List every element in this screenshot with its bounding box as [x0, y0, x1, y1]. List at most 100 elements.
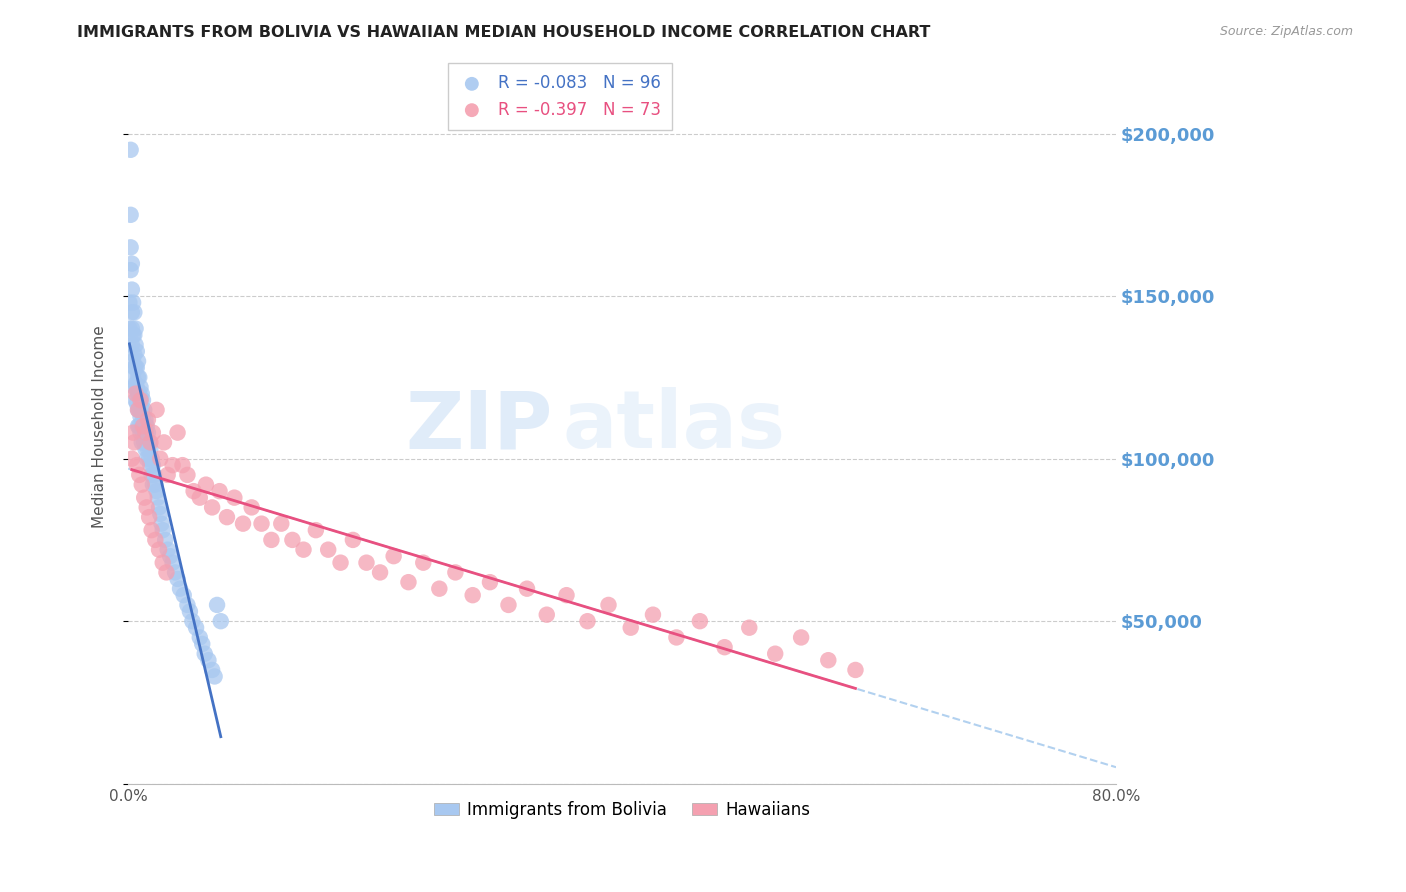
- Point: [131, 435, 153, 450]
- Point: [156, 467, 179, 482]
- Point: [713, 640, 735, 655]
- Point: [129, 380, 152, 394]
- Point: [576, 614, 599, 628]
- Point: [135, 435, 157, 450]
- Point: [260, 533, 283, 547]
- Point: [184, 621, 207, 635]
- Point: [412, 556, 434, 570]
- Point: [134, 425, 156, 440]
- Point: [143, 533, 166, 547]
- Point: [124, 305, 146, 319]
- Point: [148, 500, 170, 515]
- Point: [129, 409, 152, 424]
- Point: [148, 542, 170, 557]
- Point: [136, 425, 159, 440]
- Point: [461, 588, 484, 602]
- Point: [155, 533, 177, 547]
- Point: [124, 328, 146, 343]
- Point: [129, 393, 152, 408]
- Text: Source: ZipAtlas.com: Source: ZipAtlas.com: [1219, 25, 1353, 38]
- Point: [143, 477, 166, 491]
- Point: [427, 582, 450, 596]
- Point: [142, 425, 165, 440]
- Point: [125, 360, 148, 375]
- Point: [118, 321, 141, 335]
- Point: [135, 451, 157, 466]
- Point: [146, 491, 169, 505]
- Point: [124, 386, 146, 401]
- Point: [194, 647, 217, 661]
- Point: [138, 435, 160, 450]
- Point: [270, 516, 292, 531]
- Point: [128, 370, 150, 384]
- Point: [536, 607, 558, 622]
- Point: [292, 542, 315, 557]
- Point: [141, 467, 163, 482]
- Point: [127, 419, 149, 434]
- Point: [250, 516, 273, 531]
- Point: [153, 435, 176, 450]
- Point: [124, 321, 146, 335]
- Point: [208, 484, 231, 499]
- Point: [125, 380, 148, 394]
- Point: [790, 631, 813, 645]
- Point: [127, 370, 149, 384]
- Point: [145, 402, 167, 417]
- Point: [136, 442, 159, 456]
- Point: [138, 451, 160, 466]
- Point: [138, 510, 160, 524]
- Point: [516, 582, 538, 596]
- Legend: Immigrants from Bolivia, Hawaiians: Immigrants from Bolivia, Hawaiians: [427, 794, 817, 825]
- Point: [444, 566, 467, 580]
- Point: [121, 256, 143, 270]
- Point: [191, 637, 214, 651]
- Point: [121, 305, 143, 319]
- Point: [215, 510, 238, 524]
- Point: [205, 598, 228, 612]
- Point: [555, 588, 578, 602]
- Point: [131, 386, 153, 401]
- Point: [128, 467, 150, 482]
- Point: [125, 396, 148, 410]
- Point: [183, 484, 205, 499]
- Text: ZIP: ZIP: [406, 387, 553, 465]
- Point: [150, 516, 173, 531]
- Text: atlas: atlas: [562, 387, 786, 465]
- Point: [131, 402, 153, 417]
- Point: [232, 516, 254, 531]
- Point: [139, 442, 162, 456]
- Point: [124, 360, 146, 375]
- Point: [149, 507, 172, 521]
- Point: [135, 500, 157, 515]
- Point: [368, 566, 391, 580]
- Point: [162, 458, 184, 472]
- Y-axis label: Median Household Income: Median Household Income: [93, 325, 107, 527]
- Point: [132, 425, 155, 440]
- Point: [134, 435, 156, 450]
- Point: [156, 542, 179, 557]
- Point: [738, 621, 761, 635]
- Point: [141, 523, 163, 537]
- Point: [129, 393, 152, 408]
- Point: [120, 143, 142, 157]
- Point: [122, 354, 145, 368]
- Point: [152, 556, 174, 570]
- Point: [128, 402, 150, 417]
- Point: [142, 477, 165, 491]
- Point: [209, 614, 232, 628]
- Point: [139, 458, 162, 472]
- Point: [201, 663, 224, 677]
- Point: [124, 360, 146, 375]
- Point: [166, 572, 188, 586]
- Point: [120, 208, 142, 222]
- Point: [129, 425, 152, 440]
- Point: [124, 380, 146, 394]
- Point: [122, 328, 145, 343]
- Point: [197, 653, 219, 667]
- Point: [121, 338, 143, 352]
- Point: [173, 588, 195, 602]
- Point: [124, 376, 146, 391]
- Point: [122, 295, 145, 310]
- Point: [134, 491, 156, 505]
- Point: [139, 435, 162, 450]
